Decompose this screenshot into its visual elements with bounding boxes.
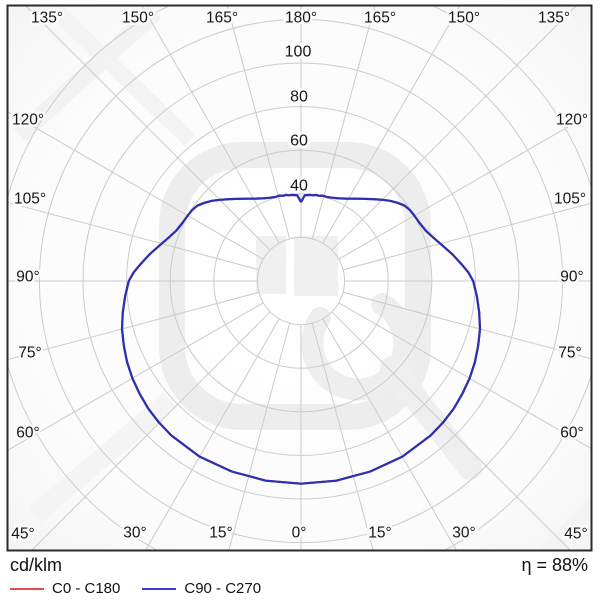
c90-line-swatch [142,587,177,590]
c0-line-swatch [10,587,44,590]
angle-tick-label: 120° [12,112,44,129]
angle-tick-label: 90° [560,269,583,286]
angle-tick-label: 165° [364,10,396,27]
unit-label: cd/klm [10,555,63,575]
angle-tick-label: 75° [18,345,41,362]
angle-tick-label: 30° [123,525,146,542]
angle-tick-label: 60° [560,425,583,442]
legend-item-c0: C0 - C180 [10,580,120,597]
radial-tick-label: 80 [290,89,308,106]
legend: C0 - C180 C90 - C270 [10,580,283,597]
angle-tick-label: 15° [368,525,391,542]
radial-tick-label: 60 [290,133,308,150]
angle-tick-label: 0° [292,525,307,542]
angle-tick-label: 45° [11,526,34,543]
angle-tick-label: 75° [558,345,581,362]
polar-grid [7,5,592,551]
angle-tick-label: 30° [452,525,475,542]
legend-label-c90: C90 - C270 [184,580,262,597]
angle-tick-label: 90° [16,269,39,286]
c90-c270-curve [120,193,482,485]
angle-tick-label: 120° [556,112,588,129]
polar-chart-canvas: 40 60 80 100 135° 150° 165° 180° 165° 150° 135° 120… [6,4,593,552]
radial-tick-label: 100 [285,44,312,61]
angle-tick-label: 45° [564,526,587,543]
legend-label-c0: C0 - C180 [52,580,121,597]
efficiency-value: η = 88% [521,555,588,575]
angle-tick-label: 135° [31,10,63,27]
angle-tick-label: 15° [209,525,232,542]
chart-border [6,4,593,552]
angle-tick-label: 135° [538,10,570,27]
chart-footer: cd/klm C0 - C180 C90 - C270 η = 88% [0,551,600,600]
legend-item-c90: C90 - C270 [142,580,261,597]
angle-tick-label: 105° [554,191,586,208]
angle-tick-label: 105° [14,191,46,208]
angle-tick-label: 150° [448,10,480,27]
angle-tick-label: 60° [16,425,39,442]
angle-tick-label: 165° [206,10,238,27]
watermark-logo [13,5,592,551]
angle-tick-label: 180° [285,10,317,27]
angle-tick-label: 150° [122,10,154,27]
radial-tick-label: 40 [290,178,308,195]
